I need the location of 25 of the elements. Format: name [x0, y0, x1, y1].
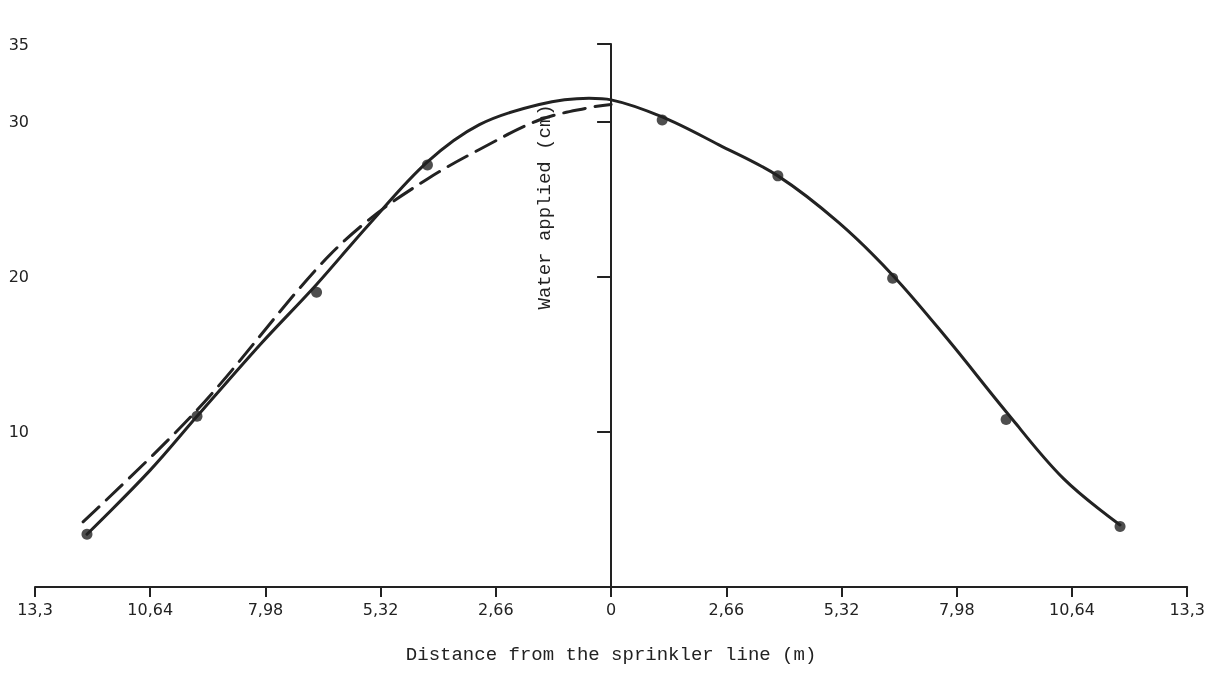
x-tick-label: 5,32 — [362, 599, 399, 619]
y-tick-label: 30 — [8, 112, 29, 132]
x-tick-label: 0 — [606, 599, 617, 619]
x-tick-label: 5,32 — [823, 599, 860, 619]
point — [887, 272, 899, 284]
point — [81, 528, 93, 540]
x-tick-label: 2,66 — [478, 599, 514, 619]
x-tick-label: 7,98 — [938, 599, 975, 619]
point — [1000, 413, 1012, 425]
point — [772, 170, 784, 182]
x-tick-label: 10,64 — [127, 599, 174, 619]
x-tick-label: 7,98 — [247, 599, 284, 619]
point — [311, 286, 323, 298]
point — [421, 159, 433, 171]
x-tick-label: 2,66 — [708, 599, 745, 619]
point — [191, 410, 203, 422]
y-tick-label: 10 — [8, 422, 29, 442]
x-tick-label: 10,64 — [1049, 599, 1095, 619]
x-axis-title: Distance from the sprinkler line (m) — [405, 643, 817, 666]
x-tick-label: 13,3 — [1169, 599, 1205, 619]
y-tick-label: 35 — [8, 34, 29, 54]
x-tick-label: 13,3 — [17, 599, 53, 619]
y-tick-label: 20 — [8, 267, 29, 287]
point — [656, 114, 668, 126]
point — [1114, 521, 1126, 532]
